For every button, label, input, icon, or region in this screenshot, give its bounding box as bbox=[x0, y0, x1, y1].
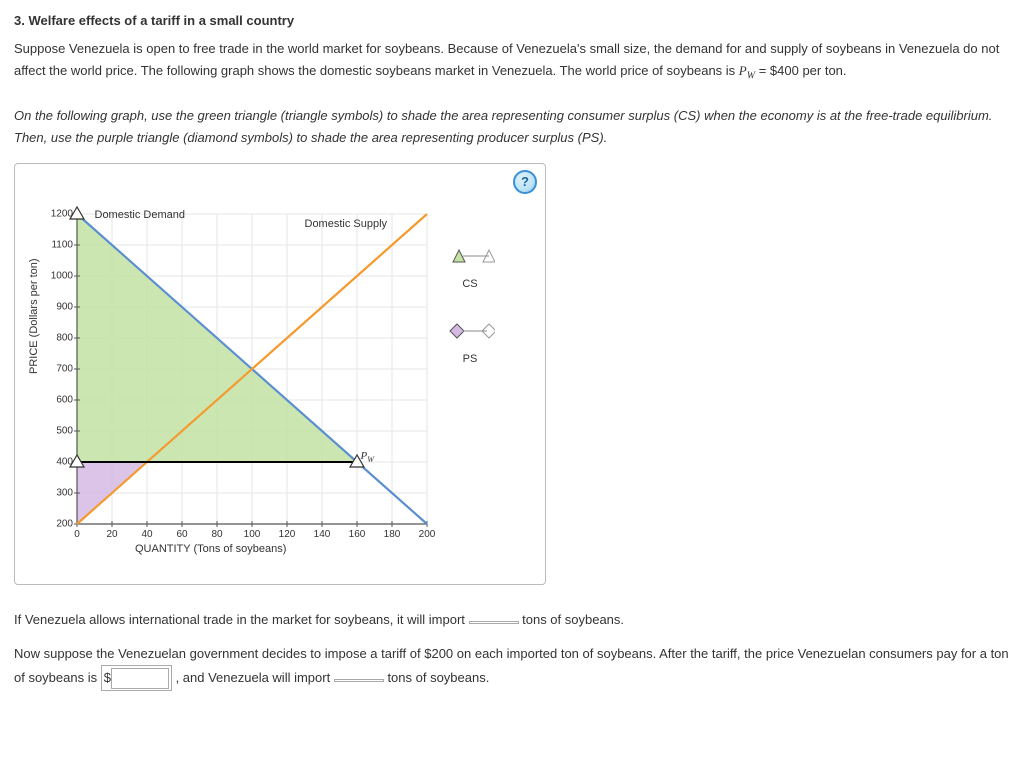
q1-text-a: If Venezuela allows international trade … bbox=[14, 612, 469, 627]
q2-import-blank[interactable] bbox=[334, 679, 384, 682]
intro-paragraph: Suppose Venezuela is open to free trade … bbox=[14, 38, 1014, 85]
graph-container: ? Domestic DemandDomestic SupplyPW 02040… bbox=[14, 163, 546, 585]
legend: CS PS bbox=[445, 246, 495, 397]
section-heading: 3. Welfare effects of a tariff in a smal… bbox=[14, 10, 1014, 32]
legend-ps-label: PS bbox=[445, 350, 495, 369]
svg-text:PW: PW bbox=[360, 450, 376, 464]
q2-price-input[interactable] bbox=[111, 668, 169, 689]
intro-text-a: Suppose Venezuela is open to free trade … bbox=[14, 41, 999, 78]
legend-cs[interactable]: CS bbox=[445, 246, 495, 293]
question-1: If Venezuela allows international trade … bbox=[14, 609, 1014, 631]
q2-text-b: , and Venezuela will import bbox=[172, 670, 334, 685]
dollar-prefix: $ bbox=[104, 670, 111, 685]
pw-symbol: PW bbox=[739, 63, 755, 78]
x-axis-label: QUANTITY (Tons of soybeans) bbox=[135, 540, 286, 559]
triangle-icon bbox=[445, 246, 495, 266]
q1-text-b: tons of soybeans. bbox=[519, 612, 625, 627]
q1-blank[interactable] bbox=[469, 621, 519, 624]
chart-plot-area[interactable]: Domestic DemandDomestic SupplyPW 0204060… bbox=[77, 214, 427, 524]
question-2: Now suppose the Venezuelan government de… bbox=[14, 643, 1014, 691]
help-button[interactable]: ? bbox=[513, 170, 537, 194]
y-axis-label: PRICE (Dollars per ton) bbox=[25, 258, 44, 374]
diamond-icon bbox=[445, 321, 495, 341]
instruction-paragraph: On the following graph, use the green tr… bbox=[14, 105, 1014, 149]
intro-text-b: = $400 per ton. bbox=[755, 63, 846, 78]
legend-cs-label: CS bbox=[445, 275, 495, 294]
q2-text-c: tons of soybeans. bbox=[384, 670, 490, 685]
svg-text:Domestic Supply: Domestic Supply bbox=[305, 218, 388, 230]
legend-ps[interactable]: PS bbox=[445, 321, 495, 368]
svg-text:Domestic Demand: Domestic Demand bbox=[95, 209, 185, 221]
